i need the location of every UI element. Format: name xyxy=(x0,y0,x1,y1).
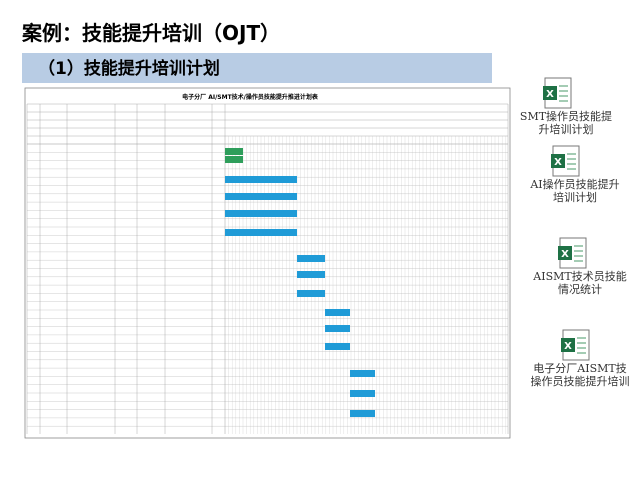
sheet-frame xyxy=(24,87,511,439)
file-label: 升培训计划 xyxy=(539,122,594,136)
file-label: 电子分厂AISMT技 xyxy=(533,362,626,375)
gantt-bar xyxy=(297,271,325,278)
file-label: 情况统计 xyxy=(558,283,602,296)
file-label: AI操作员技能提升 xyxy=(529,177,619,191)
gantt-bar xyxy=(225,193,297,200)
gantt-bar xyxy=(325,343,350,350)
gantt-bar xyxy=(225,176,297,183)
gantt-bar xyxy=(225,229,297,236)
file-label: 培训计划 xyxy=(553,190,597,204)
file-icon-x: X xyxy=(554,157,562,168)
gantt-bar xyxy=(297,290,325,297)
gantt-bar xyxy=(297,255,325,262)
file-icon-badge xyxy=(561,338,575,352)
gantt-bar xyxy=(350,370,375,377)
gantt-bar xyxy=(325,309,350,316)
file-icon-badge xyxy=(543,86,557,100)
slide-subtitle: （1）技能提升培训计划 xyxy=(38,58,220,79)
gantt-bar xyxy=(350,410,375,417)
file-label: AISMT技术员技能 xyxy=(532,269,626,283)
file-label: 操作员技能提升培训 xyxy=(531,374,630,388)
file-label: SMT操作员技能提 xyxy=(520,109,612,123)
gantt-bar xyxy=(350,390,375,397)
slide-title: 案例：技能提升培训（OJT） xyxy=(21,21,280,45)
gantt-bar xyxy=(225,156,243,163)
file-icon-x: X xyxy=(564,341,572,352)
gantt-bar xyxy=(225,210,297,217)
file-icon-x: X xyxy=(561,249,569,260)
file-icon-x: X xyxy=(546,89,554,100)
gantt-bar xyxy=(325,325,350,332)
file-icon-badge xyxy=(558,246,572,260)
file-icon-badge xyxy=(551,154,565,168)
spreadsheet: 电子分厂 AI/SMT技术/操作员技能提升推进计划表 xyxy=(24,87,511,439)
sheet-title: 电子分厂 AI/SMT技术/操作员技能提升推进计划表 xyxy=(182,93,319,101)
gantt-bar xyxy=(225,148,243,155)
subtitle-band xyxy=(22,53,492,83)
